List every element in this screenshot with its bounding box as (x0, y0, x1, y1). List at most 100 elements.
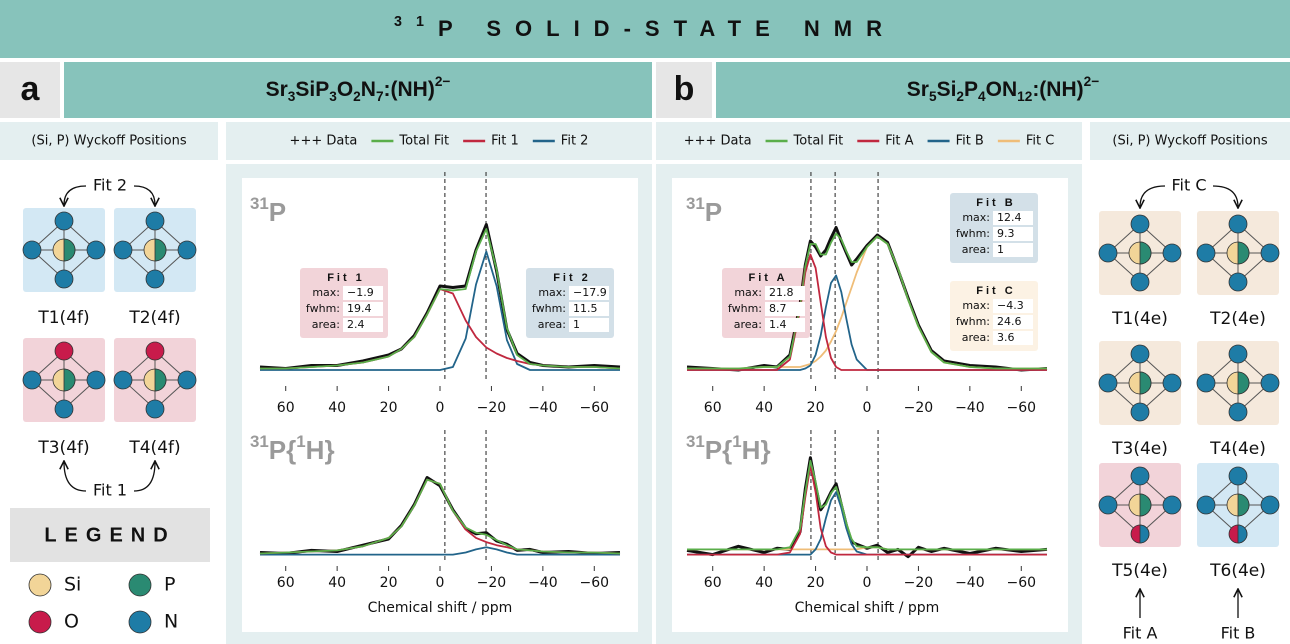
fit-value: 21.8 (769, 286, 794, 299)
text-part: 2− (435, 74, 451, 89)
atom (54, 269, 74, 289)
group-label: Fit B (1221, 624, 1256, 643)
x-tick-label: −20 (477, 400, 507, 416)
group-label: Fit A (1123, 624, 1158, 643)
x-tick-label: 40 (755, 400, 773, 416)
text-part: 7 (376, 89, 384, 104)
legend: +++ Data Total Fit Fit 1 Fit 2 (290, 134, 589, 149)
atom (1228, 272, 1248, 292)
fit-value-box (343, 302, 383, 316)
panel-label: a (21, 70, 41, 108)
atom (113, 240, 133, 260)
fit-field: fwhm: (532, 302, 566, 315)
atom-half (1237, 371, 1250, 395)
fit-field: max: (312, 286, 340, 299)
atom (54, 341, 74, 361)
atom-half (63, 368, 76, 392)
fit-value: 11.5 (573, 302, 598, 315)
text-part: 2 (353, 89, 361, 104)
group-arrow (1140, 185, 1166, 207)
fit-value: −4.3 (997, 299, 1024, 312)
text-part: 31 (394, 14, 438, 30)
legend-title: LEGEND (44, 524, 175, 546)
text-part: SiP (295, 78, 329, 101)
legend-title-box (10, 508, 210, 562)
text-part: 2− (1084, 74, 1100, 89)
site-label: T4(4f) (128, 438, 180, 458)
fit-field: fwhm: (956, 315, 990, 328)
fit-field: area: (538, 318, 566, 331)
atom (1098, 373, 1118, 393)
fit-value-box (993, 315, 1033, 329)
x-tick-label: −20 (904, 400, 934, 416)
formula: Sr5Si2P4ON12:(NH)2− (907, 74, 1099, 104)
atom-half (1139, 493, 1152, 517)
fit-value-box (765, 302, 805, 316)
x-tick-label: 60 (704, 575, 722, 591)
text-part: P{ (269, 435, 296, 465)
atom-half (1139, 371, 1152, 395)
legend-atom (28, 610, 52, 634)
x-tick-label: 60 (277, 400, 295, 416)
x-tick-label: 20 (807, 400, 825, 416)
fit-field: max: (962, 211, 990, 224)
text-part: 31 (686, 194, 705, 213)
fit-field: fwhm: (306, 302, 340, 315)
atom-half (63, 238, 76, 262)
text-part: H} (306, 435, 335, 465)
x-tick-label: 40 (755, 575, 773, 591)
legend-label: Total Fit (793, 134, 844, 149)
atom-half (1139, 241, 1152, 265)
spectrum-label: 31P{1H} (250, 432, 335, 465)
legend-label: Total Fit (398, 134, 449, 149)
site-label: T4(4e) (1209, 439, 1266, 459)
fit-title: Fit 1 (327, 272, 365, 284)
legend-atom (128, 610, 152, 634)
x-tick-label: −60 (580, 400, 610, 416)
fit-value: 9.3 (997, 227, 1015, 240)
text-part: 3 (288, 89, 296, 104)
atom-half (1237, 493, 1250, 517)
header-box (226, 122, 652, 160)
fit-value: 1 (573, 318, 580, 331)
group-arrow (64, 185, 87, 205)
site-label: T3(4f) (37, 438, 89, 458)
x-tick-label: −40 (528, 575, 558, 591)
panel-label-box (656, 62, 712, 118)
spectrum-line (260, 546, 620, 556)
atom (54, 211, 74, 231)
text-part: Sr (907, 78, 929, 101)
x-tick-label: 0 (436, 400, 445, 416)
header-box (1090, 122, 1290, 160)
atom (22, 240, 42, 260)
wyckoff-header: (Si, P) Wyckoff Positions (31, 134, 186, 149)
group-arrow (133, 462, 155, 492)
text-part: :(NH) (384, 78, 435, 101)
atom (1196, 373, 1216, 393)
atom (113, 370, 133, 390)
title-banner (0, 0, 1290, 58)
text-part: P SOLID-STATE NMR (438, 16, 896, 41)
text-part: :(NH) (1032, 78, 1083, 101)
atom (1098, 495, 1118, 515)
legend-label: Fit B (956, 134, 984, 149)
spectrum-label: 31P (686, 194, 722, 227)
site-label: T1(4e) (1111, 309, 1168, 329)
atom (1162, 495, 1182, 515)
x-axis-title: Chemical shift / ppm (368, 600, 513, 616)
spectrum-line (259, 478, 621, 555)
atom (86, 370, 106, 390)
fit-title: Fit 2 (553, 272, 591, 284)
fit-value-box (343, 318, 383, 332)
fit-field: area: (312, 318, 340, 331)
x-tick-label: 20 (380, 400, 398, 416)
legend: +++ Data Total Fit Fit A Fit B Fit C (684, 134, 1055, 149)
x-tick-label: −60 (580, 575, 610, 591)
spectrum-line (260, 250, 620, 371)
fit-field: area: (962, 331, 990, 344)
x-tick-label: −20 (477, 575, 507, 591)
spectrum-label: 31P (250, 194, 286, 227)
x-tick-label: 0 (863, 400, 872, 416)
site-label: T1(4f) (37, 308, 89, 328)
